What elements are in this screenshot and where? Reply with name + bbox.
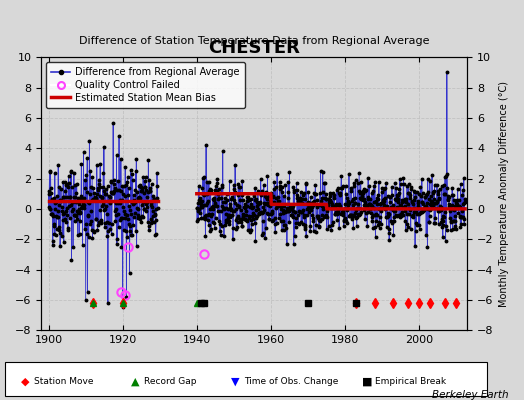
- Legend: Difference from Regional Average, Quality Control Failed, Estimated Station Mean: Difference from Regional Average, Qualit…: [46, 62, 245, 108]
- Text: Station Move: Station Move: [34, 378, 94, 386]
- Text: ▲: ▲: [131, 377, 139, 387]
- Text: Record Gap: Record Gap: [144, 378, 196, 386]
- Text: ■: ■: [362, 377, 372, 387]
- Text: Difference of Station Temperature Data from Regional Average: Difference of Station Temperature Data f…: [79, 36, 430, 46]
- Title: CHESTER: CHESTER: [208, 39, 300, 57]
- Text: ▼: ▼: [231, 377, 239, 387]
- Text: ◆: ◆: [21, 377, 29, 387]
- Text: Berkeley Earth: Berkeley Earth: [432, 390, 508, 400]
- Text: Time of Obs. Change: Time of Obs. Change: [244, 378, 338, 386]
- Text: Empirical Break: Empirical Break: [375, 378, 446, 386]
- Y-axis label: Monthly Temperature Anomaly Difference (°C): Monthly Temperature Anomaly Difference (…: [499, 81, 509, 307]
